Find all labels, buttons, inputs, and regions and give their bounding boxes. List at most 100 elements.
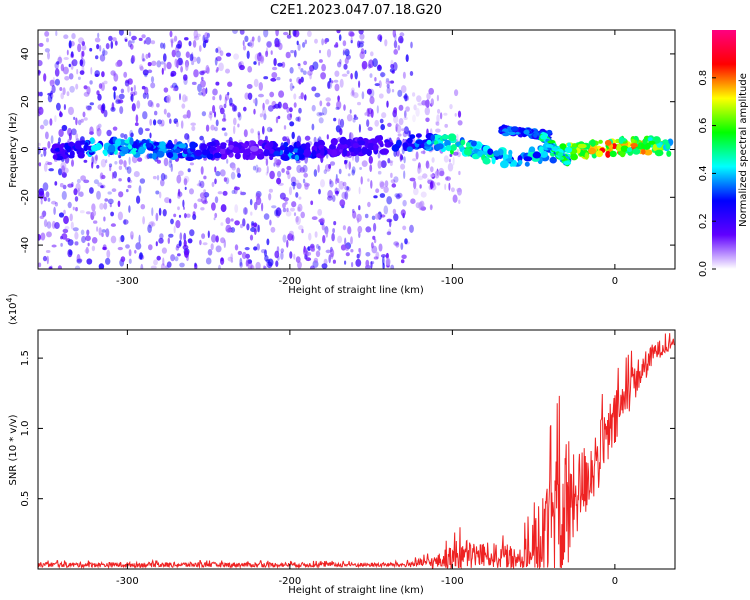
spectrogram-noise-cell — [387, 158, 391, 164]
spectrogram-noise-cell — [403, 156, 406, 164]
spectrogram-noise-cell — [234, 186, 240, 191]
spectrogram-noise-cell — [255, 196, 262, 206]
spectrogram-noise-cell — [456, 187, 462, 193]
spectrogram-noise-cell — [350, 236, 353, 245]
spectrogram-noise-cell — [215, 48, 219, 53]
spectrogram-noise-cell — [356, 213, 362, 222]
spectrogram-noise-cell — [275, 116, 279, 124]
spectrogram-noise-cell — [182, 94, 187, 103]
spectrogram-noise-cell — [118, 154, 122, 159]
spectrogram-noise-cell — [337, 95, 340, 102]
spectrogram-noise-cell — [274, 157, 278, 164]
spectrogram-noise-cell — [220, 204, 227, 213]
spectrogram-noise-cell — [271, 72, 278, 79]
spectrogram-noise-cell — [310, 200, 314, 206]
spectrogram-noise-cell — [96, 226, 99, 232]
spectrogram-noise-cell — [403, 116, 408, 120]
spectrogram-ridge-cell — [77, 152, 85, 159]
spectrogram-noise-cell — [57, 265, 62, 269]
spectrogram-noise-cell — [156, 255, 161, 261]
spectrogram-noise-cell — [216, 56, 222, 62]
spectrogram-noise-cell — [335, 106, 340, 110]
spectrogram-ridge-cell — [379, 149, 388, 155]
spectrogram-noise-cell — [322, 106, 328, 116]
spectrogram-ridge-cell — [90, 144, 99, 152]
spectrogram-noise-cell — [186, 109, 191, 119]
spectrogram-ridge-cell — [89, 137, 95, 145]
spectrogram-noise-cell — [367, 201, 371, 208]
spectrogram-noise-cell — [166, 112, 171, 118]
spectrogram-noise-cell — [68, 40, 72, 49]
spectrogram-noise-cell — [115, 99, 121, 105]
spectrogram-noise-cell — [156, 60, 162, 68]
spectrogram-noise-cell — [49, 118, 53, 126]
spectrogram-branch-cell — [533, 133, 538, 139]
spectrogram-noise-cell — [45, 131, 49, 140]
spectrogram-noise-cell — [419, 200, 425, 208]
spectrogram-noise-cell — [102, 246, 107, 250]
snr-frame — [37, 329, 676, 570]
spectrogram-noise-cell — [74, 231, 79, 240]
spectrogram-noise-cell — [204, 32, 209, 38]
spectrogram-noise-cell — [390, 172, 393, 178]
spectrogram-noise-cell — [218, 264, 221, 269]
spectrogram-noise-cell — [275, 30, 279, 37]
spectrogram-ridge-cell — [124, 139, 132, 144]
colorbar: 0.0 0.2 0.4 0.6 0.8 Normalized spectral ampl… — [698, 30, 749, 277]
spectrogram-noise-cell — [83, 85, 88, 90]
spectrogram-noise-cell — [40, 153, 43, 157]
spectrogram-noise-cell — [284, 200, 288, 205]
spectrogram-noise-cell — [383, 205, 389, 215]
spectrogram-noise-cell — [351, 169, 356, 176]
spectrogram-noise-cell — [95, 154, 98, 161]
spectrogram-noise-cell — [270, 128, 273, 132]
spectrogram-ridge-cell — [632, 148, 641, 155]
spectrogram-noise-cell — [351, 166, 356, 174]
spectrogram-noise-cell — [425, 117, 430, 123]
spectrogram-noise-cell — [183, 74, 188, 81]
spectrogram-noise-cell — [410, 198, 416, 204]
spectrogram-noise-cell — [163, 157, 169, 167]
spectrogram-noise-cell — [340, 244, 347, 251]
spectrogram-noise-cell — [369, 88, 375, 98]
spectrogram-noise-cell — [230, 227, 236, 233]
spectrogram-noise-cell — [226, 228, 233, 232]
spectrogram-noise-cell — [239, 30, 245, 35]
spectrogram-noise-cell — [154, 110, 158, 116]
spectrogram-ridge-cell — [642, 138, 648, 145]
spectrogram-noise-cell — [86, 258, 93, 265]
spectrogram-noise-cell — [111, 102, 115, 111]
spectrogram-noise-cell — [397, 89, 403, 97]
spectrogram-noise-cell — [425, 160, 430, 169]
spectrogram-noise-cell — [352, 208, 355, 214]
spectrogram-noise-cell — [385, 257, 391, 266]
spectrogram-noise-cell — [101, 232, 104, 238]
spectrogram-ridge-cell — [273, 150, 281, 157]
spectrogram-noise-cell — [71, 128, 77, 136]
spectrogram-noise-cell — [156, 103, 160, 108]
spectrogram-noise-cell — [190, 122, 196, 126]
spectrogram-noise-cell — [458, 199, 461, 204]
spectrogram-noise-cell — [233, 105, 238, 112]
spectrogram-noise-cell — [393, 176, 399, 183]
spectrogram-noise-cell — [182, 244, 189, 250]
spectrogram-noise-cell — [270, 50, 273, 55]
spectrogram-noise-cell — [338, 118, 341, 127]
spectrogram-noise-cell — [457, 110, 462, 118]
spectrogram-noise-cell — [288, 186, 293, 196]
spectrogram-noise-cell — [91, 237, 98, 244]
spectrogram-noise-cell — [187, 168, 191, 173]
spectrogram-noise-cell — [239, 257, 243, 267]
spectrogram-noise-cell — [298, 107, 302, 114]
spectrogram-noise-cell — [404, 238, 408, 245]
spectrogram-noise-cell — [110, 235, 117, 244]
spectrogram-noise-cell — [325, 229, 329, 238]
spectrogram-noise-cell — [297, 43, 301, 51]
spectrogram-noise-cell — [101, 50, 108, 56]
spectrogram-noise-cell — [242, 40, 245, 47]
spectrogram-noise-cell — [54, 181, 58, 186]
snr-panel: -300 -200 -100 0 0.5 1.0 1.5 Height of straig… — [5, 293, 676, 596]
spectrogram-noise-cell — [202, 40, 207, 49]
spectrogram-noise-cell — [225, 68, 230, 74]
spectrogram-noise-cell — [134, 122, 139, 126]
